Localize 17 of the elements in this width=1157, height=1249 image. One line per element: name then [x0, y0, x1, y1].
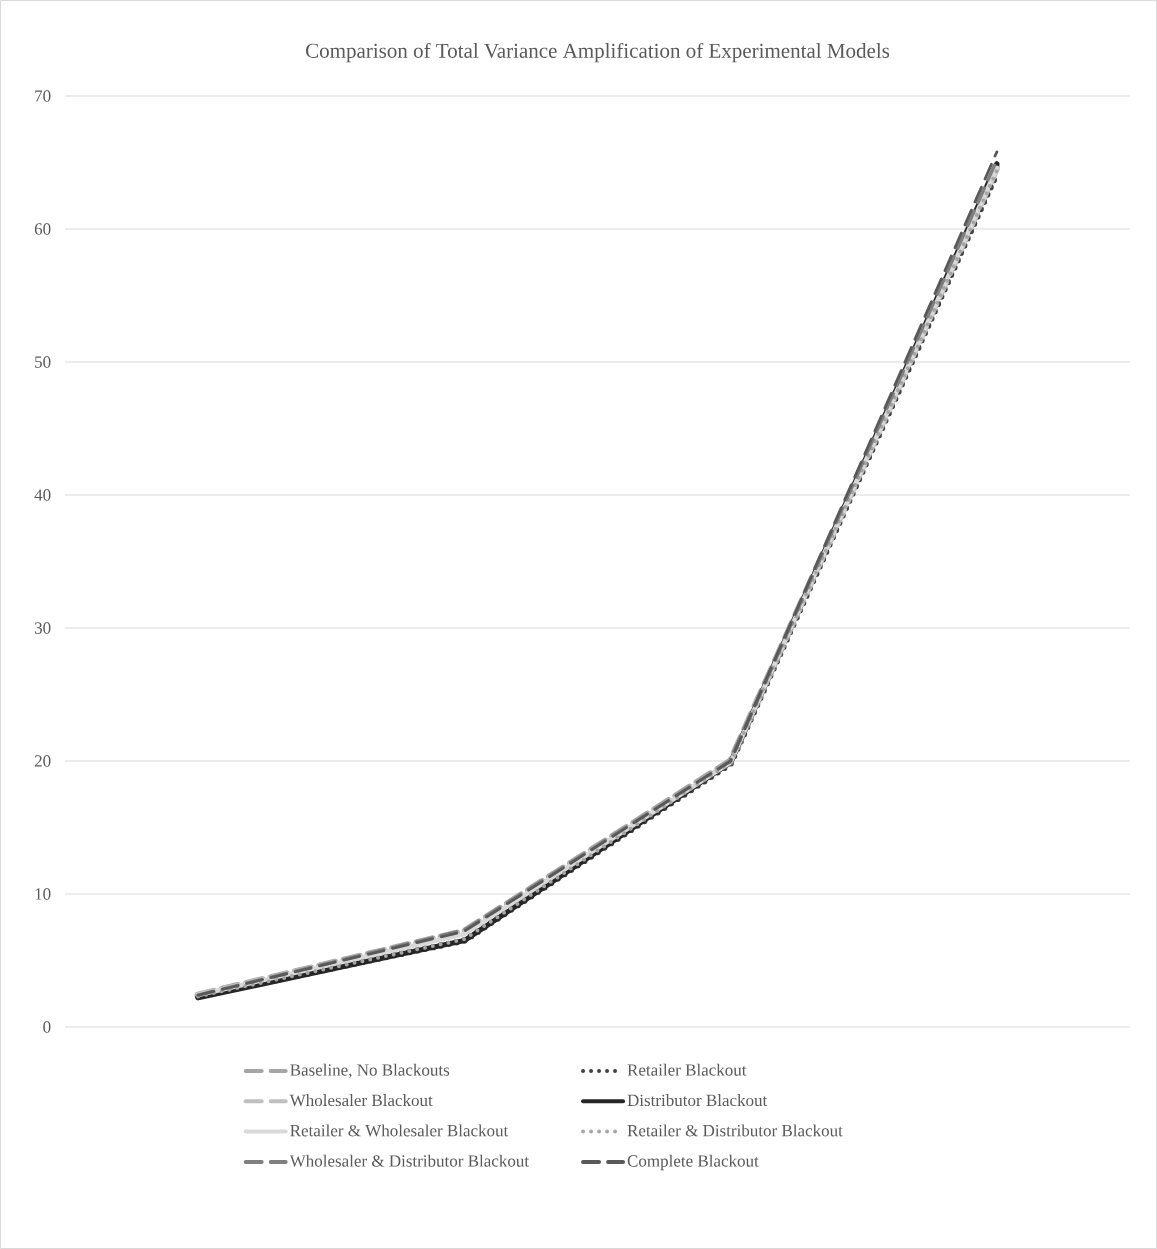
y-tick-label: 0	[43, 1021, 51, 1033]
y-tick-label: 10	[35, 888, 51, 900]
legend-label: Wholesaler Blackout	[289, 1094, 433, 1107]
y-tick-label: 30	[34, 622, 51, 634]
y-tick-label: 60	[34, 223, 51, 235]
y-tick-label: 50	[35, 356, 51, 368]
y-tick-label: 20	[34, 755, 51, 767]
legend-label: Retailer & Wholesaler Blackout	[290, 1124, 509, 1137]
chart-title: Comparison of Total Variance Amplification of Experimental Models	[306, 42, 890, 63]
legend-label: Wholesaler & Distributor Blackout	[289, 1154, 529, 1167]
legend-label: Retailer Blackout	[627, 1063, 747, 1076]
legend-label: Distributor Blackout	[627, 1094, 768, 1107]
legend-label: Retailer & Distributor Blackout	[627, 1124, 843, 1137]
y-tick-label: 40	[34, 489, 51, 501]
legend-label: Complete Blackout	[627, 1154, 759, 1171]
legend-label: Baseline, No Blackouts	[290, 1063, 450, 1079]
y-tick-label: 70	[35, 90, 51, 102]
